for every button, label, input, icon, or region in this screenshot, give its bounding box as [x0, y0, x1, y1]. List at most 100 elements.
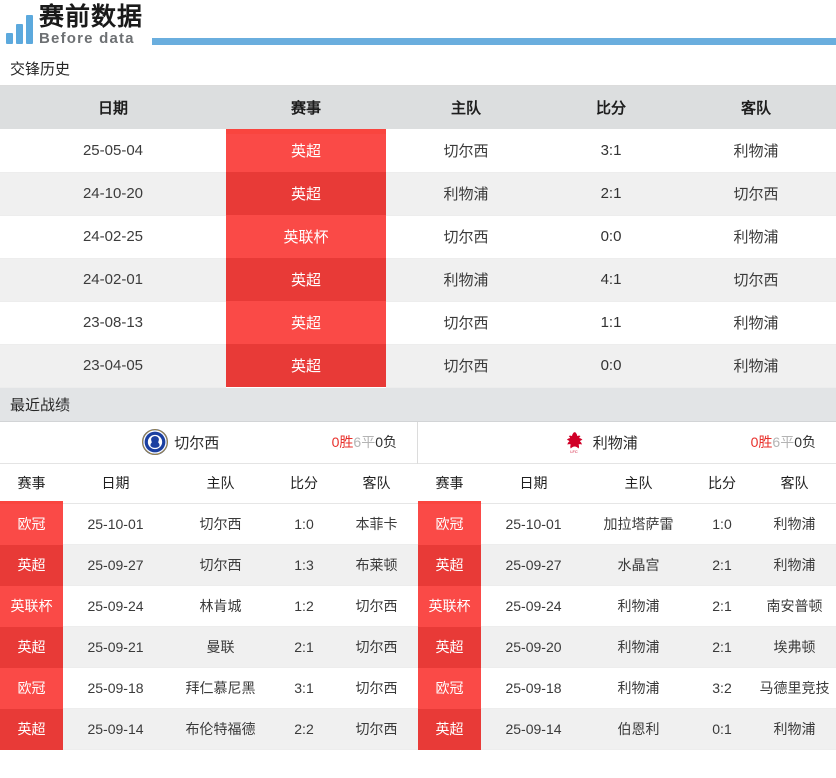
h2h-col-away: 客队: [676, 86, 836, 129]
liverpool-crest-icon: LFC: [566, 432, 583, 454]
recent-cell-away-away: 埃弗顿: [753, 626, 836, 668]
recent-cell-away-home: 本菲卡: [335, 503, 418, 545]
recent-row-home[interactable]: 英联杯 25-09-24 林肯城 1:2 切尔西: [0, 585, 418, 627]
h2h-cell-away: 利物浦: [676, 344, 836, 388]
team-identity-away[interactable]: LFC 利物浦: [418, 429, 751, 455]
recent-col-competition-home: 赛事: [0, 463, 63, 504]
recent-cell-home-away: 利物浦: [586, 667, 691, 709]
record-losses-away: 0负: [794, 434, 816, 450]
recent-row-home[interactable]: 欧冠 25-10-01 切尔西 1:0 本菲卡: [0, 503, 418, 545]
recent-cell-away-away: 马德里竞技: [753, 667, 836, 709]
recent-cell-away-home: 切尔西: [335, 708, 418, 750]
recent-col-date-away: 日期: [481, 463, 586, 504]
h2h-cell-competition: 英超: [226, 301, 386, 344]
recent-cell-score-away: 2:1: [691, 544, 753, 586]
recent-row-away[interactable]: 英联杯 25-09-24 利物浦 2:1 南安普顿: [418, 585, 836, 627]
recent-panel-away: LFC 利物浦 0胜6平0负 赛事 日期 主队: [418, 421, 836, 750]
recent-cell-home-away: 利物浦: [586, 585, 691, 627]
recent-col-away-home: 客队: [335, 463, 418, 504]
h2h-cell-competition: 英联杯: [226, 215, 386, 258]
recent-section-title: 最近战绩: [0, 387, 836, 422]
recent-cell-home-away: 水晶宫: [586, 544, 691, 586]
recent-cell-home-away: 加拉塔萨雷: [586, 503, 691, 545]
h2h-title-text: 交锋历史: [10, 61, 71, 78]
recent-header-row-away: 赛事 日期 主队 比分 客队: [418, 463, 836, 504]
recent-cell-away-home: 布莱顿: [335, 544, 418, 586]
recent-col-score-away: 比分: [691, 463, 753, 504]
recent-cell-competition-away: 欧冠: [418, 667, 481, 709]
team-identity-home[interactable]: 切尔西: [0, 429, 332, 455]
h2h-cell-away: 利物浦: [676, 129, 836, 173]
recent-cell-score-home: 3:1: [273, 667, 335, 709]
recent-cell-date-away: 25-09-14: [481, 708, 586, 750]
h2h-header-row: 日期 赛事 主队 比分 客队: [0, 86, 836, 134]
h2h-cell-date: 24-02-01: [0, 258, 226, 302]
team-name-away: 利物浦: [592, 434, 638, 452]
recent-col-away-away: 客队: [753, 463, 836, 504]
recent-cell-home-home: 曼联: [168, 626, 273, 668]
recent-cell-home-home: 切尔西: [168, 503, 273, 545]
h2h-col-competition: 赛事: [226, 86, 386, 134]
recent-cell-competition-home: 欧冠: [0, 667, 63, 709]
record-wins-home: 0胜: [331, 434, 354, 450]
recent-row-away[interactable]: 欧冠 25-09-18 利物浦 3:2 马德里竞技: [418, 667, 836, 709]
recent-cell-home-home: 林肯城: [168, 585, 273, 627]
recent-cell-score-home: 1:2: [273, 585, 335, 627]
recent-title-text: 最近战绩: [10, 396, 71, 414]
recent-cell-home-away: 利物浦: [586, 626, 691, 668]
recent-cell-score-home: 1:0: [273, 503, 335, 545]
team-header-home: 切尔西 0胜6平0负: [0, 421, 417, 464]
recent-row-home[interactable]: 欧冠 25-09-18 拜仁慕尼黑 3:1 切尔西: [0, 667, 418, 709]
recent-row-away[interactable]: 英超 25-09-27 水晶宫 2:1 利物浦: [418, 544, 836, 586]
h2h-cell-date: 24-10-20: [0, 172, 226, 216]
h2h-cell-competition: 英超: [226, 172, 386, 215]
recent-cell-date-home: 25-09-18: [63, 667, 168, 709]
recent-row-home[interactable]: 英超 25-09-14 布伦特福德 2:2 切尔西: [0, 708, 418, 750]
recent-col-home-away: 主队: [586, 463, 691, 504]
h2h-row[interactable]: 24-02-01 英超 利物浦 4:1 切尔西: [0, 258, 836, 302]
recent-cell-competition-home: 英超: [0, 626, 63, 668]
recent-cell-competition-away: 英超: [418, 626, 481, 668]
h2h-row[interactable]: 24-02-25 英联杯 切尔西 0:0 利物浦: [0, 215, 836, 259]
h2h-row[interactable]: 24-10-20 英超 利物浦 2:1 切尔西: [0, 172, 836, 216]
svg-text:LFC: LFC: [570, 449, 578, 454]
recent-cell-away-away: 利物浦: [753, 544, 836, 586]
h2h-cell-date: 25-05-04: [0, 129, 226, 173]
h2h-col-home: 主队: [386, 86, 546, 129]
recent-cell-away-away: 利物浦: [753, 503, 836, 545]
h2h-cell-home: 切尔西: [386, 344, 546, 388]
recent-cell-date-home: 25-09-21: [63, 626, 168, 668]
brand-name-cn: 赛前数据: [39, 2, 144, 31]
recent-row-away[interactable]: 英超 25-09-14 伯恩利 0:1 利物浦: [418, 708, 836, 750]
recent-col-competition-away: 赛事: [418, 463, 481, 504]
recent-cell-away-home: 切尔西: [335, 585, 418, 627]
team-record-home: 0胜6平0负: [332, 432, 403, 452]
recent-row-home[interactable]: 英超 25-09-21 曼联 2:1 切尔西: [0, 626, 418, 668]
recent-row-away[interactable]: 欧冠 25-10-01 加拉塔萨雷 1:0 利物浦: [418, 503, 836, 545]
recent-cell-competition-home: 英超: [0, 544, 63, 586]
recent-cell-date-away: 25-10-01: [481, 503, 586, 545]
h2h-row[interactable]: 23-04-05 英超 切尔西 0:0 利物浦: [0, 344, 836, 388]
h2h-row[interactable]: 25-05-04 英超 切尔西 3:1 利物浦: [0, 129, 836, 173]
recent-cell-date-away: 25-09-20: [481, 626, 586, 668]
record-draws-away: 6平: [772, 434, 795, 450]
brand-rule-divider: [152, 38, 836, 45]
h2h-cell-score: 0:0: [546, 215, 676, 259]
recent-header-row-home: 赛事 日期 主队 比分 客队: [0, 463, 418, 504]
h2h-cell-score: 2:1: [546, 172, 676, 216]
brand-name-en: Before data: [39, 30, 135, 47]
h2h-col-date: 日期: [0, 86, 226, 129]
recent-cell-away-away: 南安普顿: [753, 585, 836, 627]
h2h-table: 日期 赛事 主队 比分 客队 25-05-04 英超 切尔西 3:1 利物浦 24-10-…: [0, 86, 836, 388]
record-wins-away: 0胜: [750, 434, 773, 450]
h2h-cell-score: 4:1: [546, 258, 676, 302]
recent-row-away[interactable]: 英超 25-09-20 利物浦 2:1 埃弗顿: [418, 626, 836, 668]
h2h-cell-date: 23-08-13: [0, 301, 226, 345]
h2h-row[interactable]: 23-08-13 英超 切尔西 1:1 利物浦: [0, 301, 836, 345]
recent-cell-score-home: 1:3: [273, 544, 335, 586]
recent-table-home: 赛事 日期 主队 比分 客队 欧冠 25-10-01 切尔西 1:0 本菲卡 英超 25-0…: [0, 463, 418, 750]
h2h-cell-competition: 英超: [226, 129, 386, 172]
recent-row-home[interactable]: 英超 25-09-27 切尔西 1:3 布莱顿: [0, 544, 418, 586]
h2h-cell-home: 切尔西: [386, 215, 546, 259]
recent-cell-competition-away: 英联杯: [418, 585, 481, 627]
